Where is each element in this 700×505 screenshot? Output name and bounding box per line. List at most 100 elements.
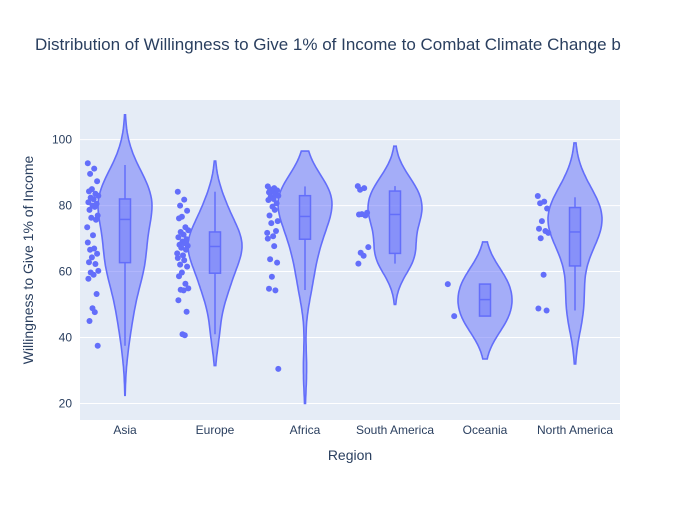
data-point	[92, 261, 99, 267]
points-layer	[84, 160, 552, 372]
data-point	[185, 227, 192, 234]
box-iqr	[298, 194, 312, 240]
violin-shape	[187, 160, 243, 367]
data-point	[183, 246, 189, 253]
data-point	[84, 239, 91, 246]
data-point	[268, 220, 275, 227]
data-point	[271, 243, 278, 250]
data-point	[90, 196, 97, 203]
data-point	[264, 235, 271, 242]
data-point	[545, 229, 552, 236]
data-point	[174, 255, 181, 261]
violin-shape	[97, 114, 153, 397]
data-point	[91, 165, 98, 172]
data-point	[87, 246, 94, 253]
data-point	[275, 365, 282, 372]
y-tick-label: 100	[52, 133, 72, 147]
x-tick-label: Oceania	[463, 423, 508, 437]
data-point	[174, 250, 181, 257]
chart-title: Distribution of Willingness to Give 1% o…	[35, 35, 621, 54]
x-tick-label: South America	[356, 423, 434, 437]
data-point	[535, 305, 542, 312]
data-point	[94, 250, 101, 257]
data-point	[544, 205, 551, 212]
data-point	[181, 332, 188, 339]
y-tick-label: 40	[59, 331, 73, 345]
box-iqr	[118, 198, 132, 264]
box-iqr	[208, 231, 222, 274]
data-point	[360, 252, 367, 259]
x-tick-labels: Asia Europe Africa South America Oceania Nort…	[113, 423, 613, 437]
y-tick-label: 80	[59, 199, 73, 213]
data-point	[176, 215, 182, 222]
violin-shape	[367, 145, 423, 306]
data-point	[274, 218, 281, 225]
data-point	[538, 218, 545, 225]
data-point	[275, 192, 282, 199]
data-point	[264, 229, 271, 236]
data-point	[91, 203, 98, 210]
data-point	[177, 261, 184, 268]
data-point	[266, 212, 273, 219]
data-point	[270, 233, 277, 240]
y-axis-label: Willingness to Give 1% of Income	[20, 156, 36, 365]
y-tick-labels: 20 40 60 80 100	[52, 133, 72, 411]
data-point	[182, 280, 189, 287]
data-point	[95, 267, 102, 274]
data-point	[444, 281, 451, 288]
data-point	[88, 254, 95, 261]
violin-shape	[457, 241, 513, 360]
data-point	[268, 273, 275, 280]
data-point	[178, 244, 185, 251]
plot-background	[80, 100, 620, 420]
data-point	[184, 263, 191, 270]
x-axis-label: Region	[328, 447, 372, 463]
data-point	[85, 275, 92, 282]
data-point	[537, 200, 544, 207]
data-point	[90, 232, 96, 239]
data-point	[271, 206, 278, 213]
data-point	[451, 313, 458, 320]
data-point	[355, 260, 362, 267]
data-point	[270, 196, 277, 202]
data-point	[180, 231, 187, 238]
data-point	[94, 342, 101, 349]
data-point	[88, 214, 95, 221]
x-tick-label: North America	[537, 423, 613, 437]
data-point	[267, 256, 274, 263]
data-point	[86, 318, 93, 324]
data-point	[94, 178, 101, 185]
data-point	[174, 188, 181, 195]
data-point	[176, 273, 182, 280]
y-tick-label: 60	[59, 265, 73, 279]
data-point	[537, 235, 544, 242]
data-point	[534, 193, 541, 199]
y-tick-label: 20	[59, 397, 73, 411]
data-point	[185, 285, 192, 292]
violin-shape	[547, 142, 603, 365]
data-point	[86, 259, 92, 266]
data-point	[180, 287, 187, 294]
data-point	[362, 212, 369, 219]
data-point	[86, 206, 93, 213]
data-point	[540, 271, 547, 278]
data-point	[175, 234, 182, 241]
data-point	[86, 188, 92, 195]
data-point	[181, 196, 188, 203]
data-point	[274, 259, 281, 266]
data-point	[84, 224, 91, 231]
data-point	[273, 228, 279, 234]
data-point	[536, 225, 542, 232]
data-point	[273, 200, 280, 207]
data-point	[181, 257, 188, 264]
data-point	[356, 211, 362, 218]
data-point	[543, 307, 550, 314]
x-tick-label: Europe	[196, 423, 235, 437]
data-point	[87, 170, 94, 177]
data-point	[180, 252, 186, 259]
data-point	[175, 297, 182, 304]
data-point	[84, 160, 91, 167]
data-point	[272, 287, 279, 294]
